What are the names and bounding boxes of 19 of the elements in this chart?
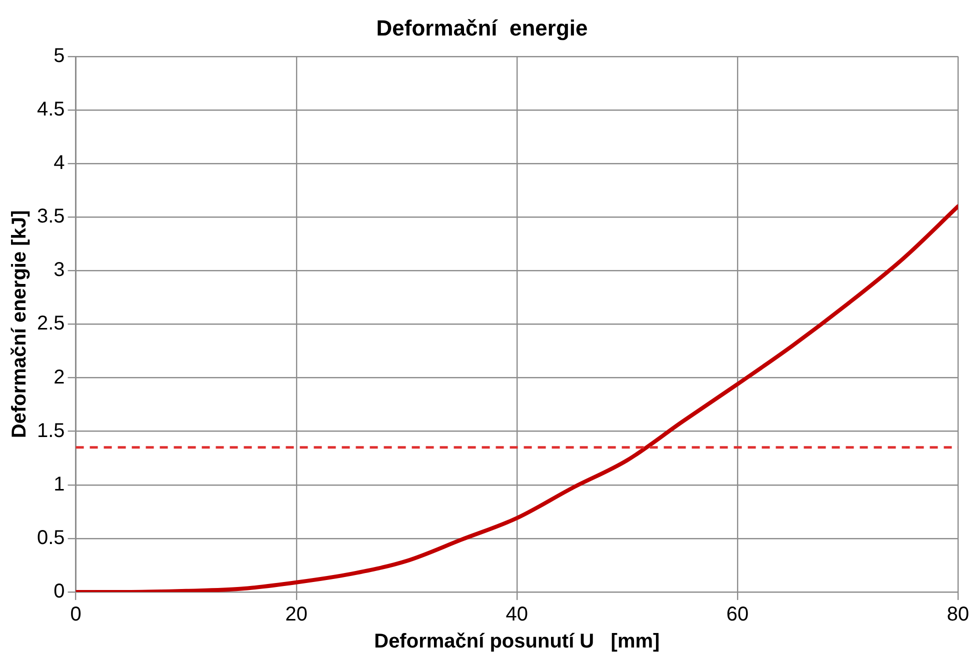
x-tick-label: 40 [506,604,528,626]
x-tick-label: 60 [726,604,749,626]
y-tick-label: 1.5 [36,420,65,442]
y-tick-label: 3.5 [36,206,65,228]
y-tick-label: 0 [54,580,65,603]
y-tick-label: 4 [54,152,65,174]
y-tick-label: 4.5 [36,98,65,120]
x-tick-label: 0 [70,604,82,626]
y-tick-label: 2 [54,366,65,388]
y-tick-label: 3 [54,259,65,282]
chart-title: Deformační energie [376,15,588,40]
y-tick-label: 0.5 [36,526,65,549]
x-axis-title: Deformační posunutí U [mm] [374,630,660,653]
y-tick-label: 2.5 [36,312,65,335]
y-axis-title: Deformační energie [kJ] [8,210,31,438]
y-tick-label: 5 [54,44,65,67]
y-tick-label: 1 [54,473,65,496]
x-tick-label: 20 [285,604,308,626]
x-tick-label: 80 [946,604,970,626]
